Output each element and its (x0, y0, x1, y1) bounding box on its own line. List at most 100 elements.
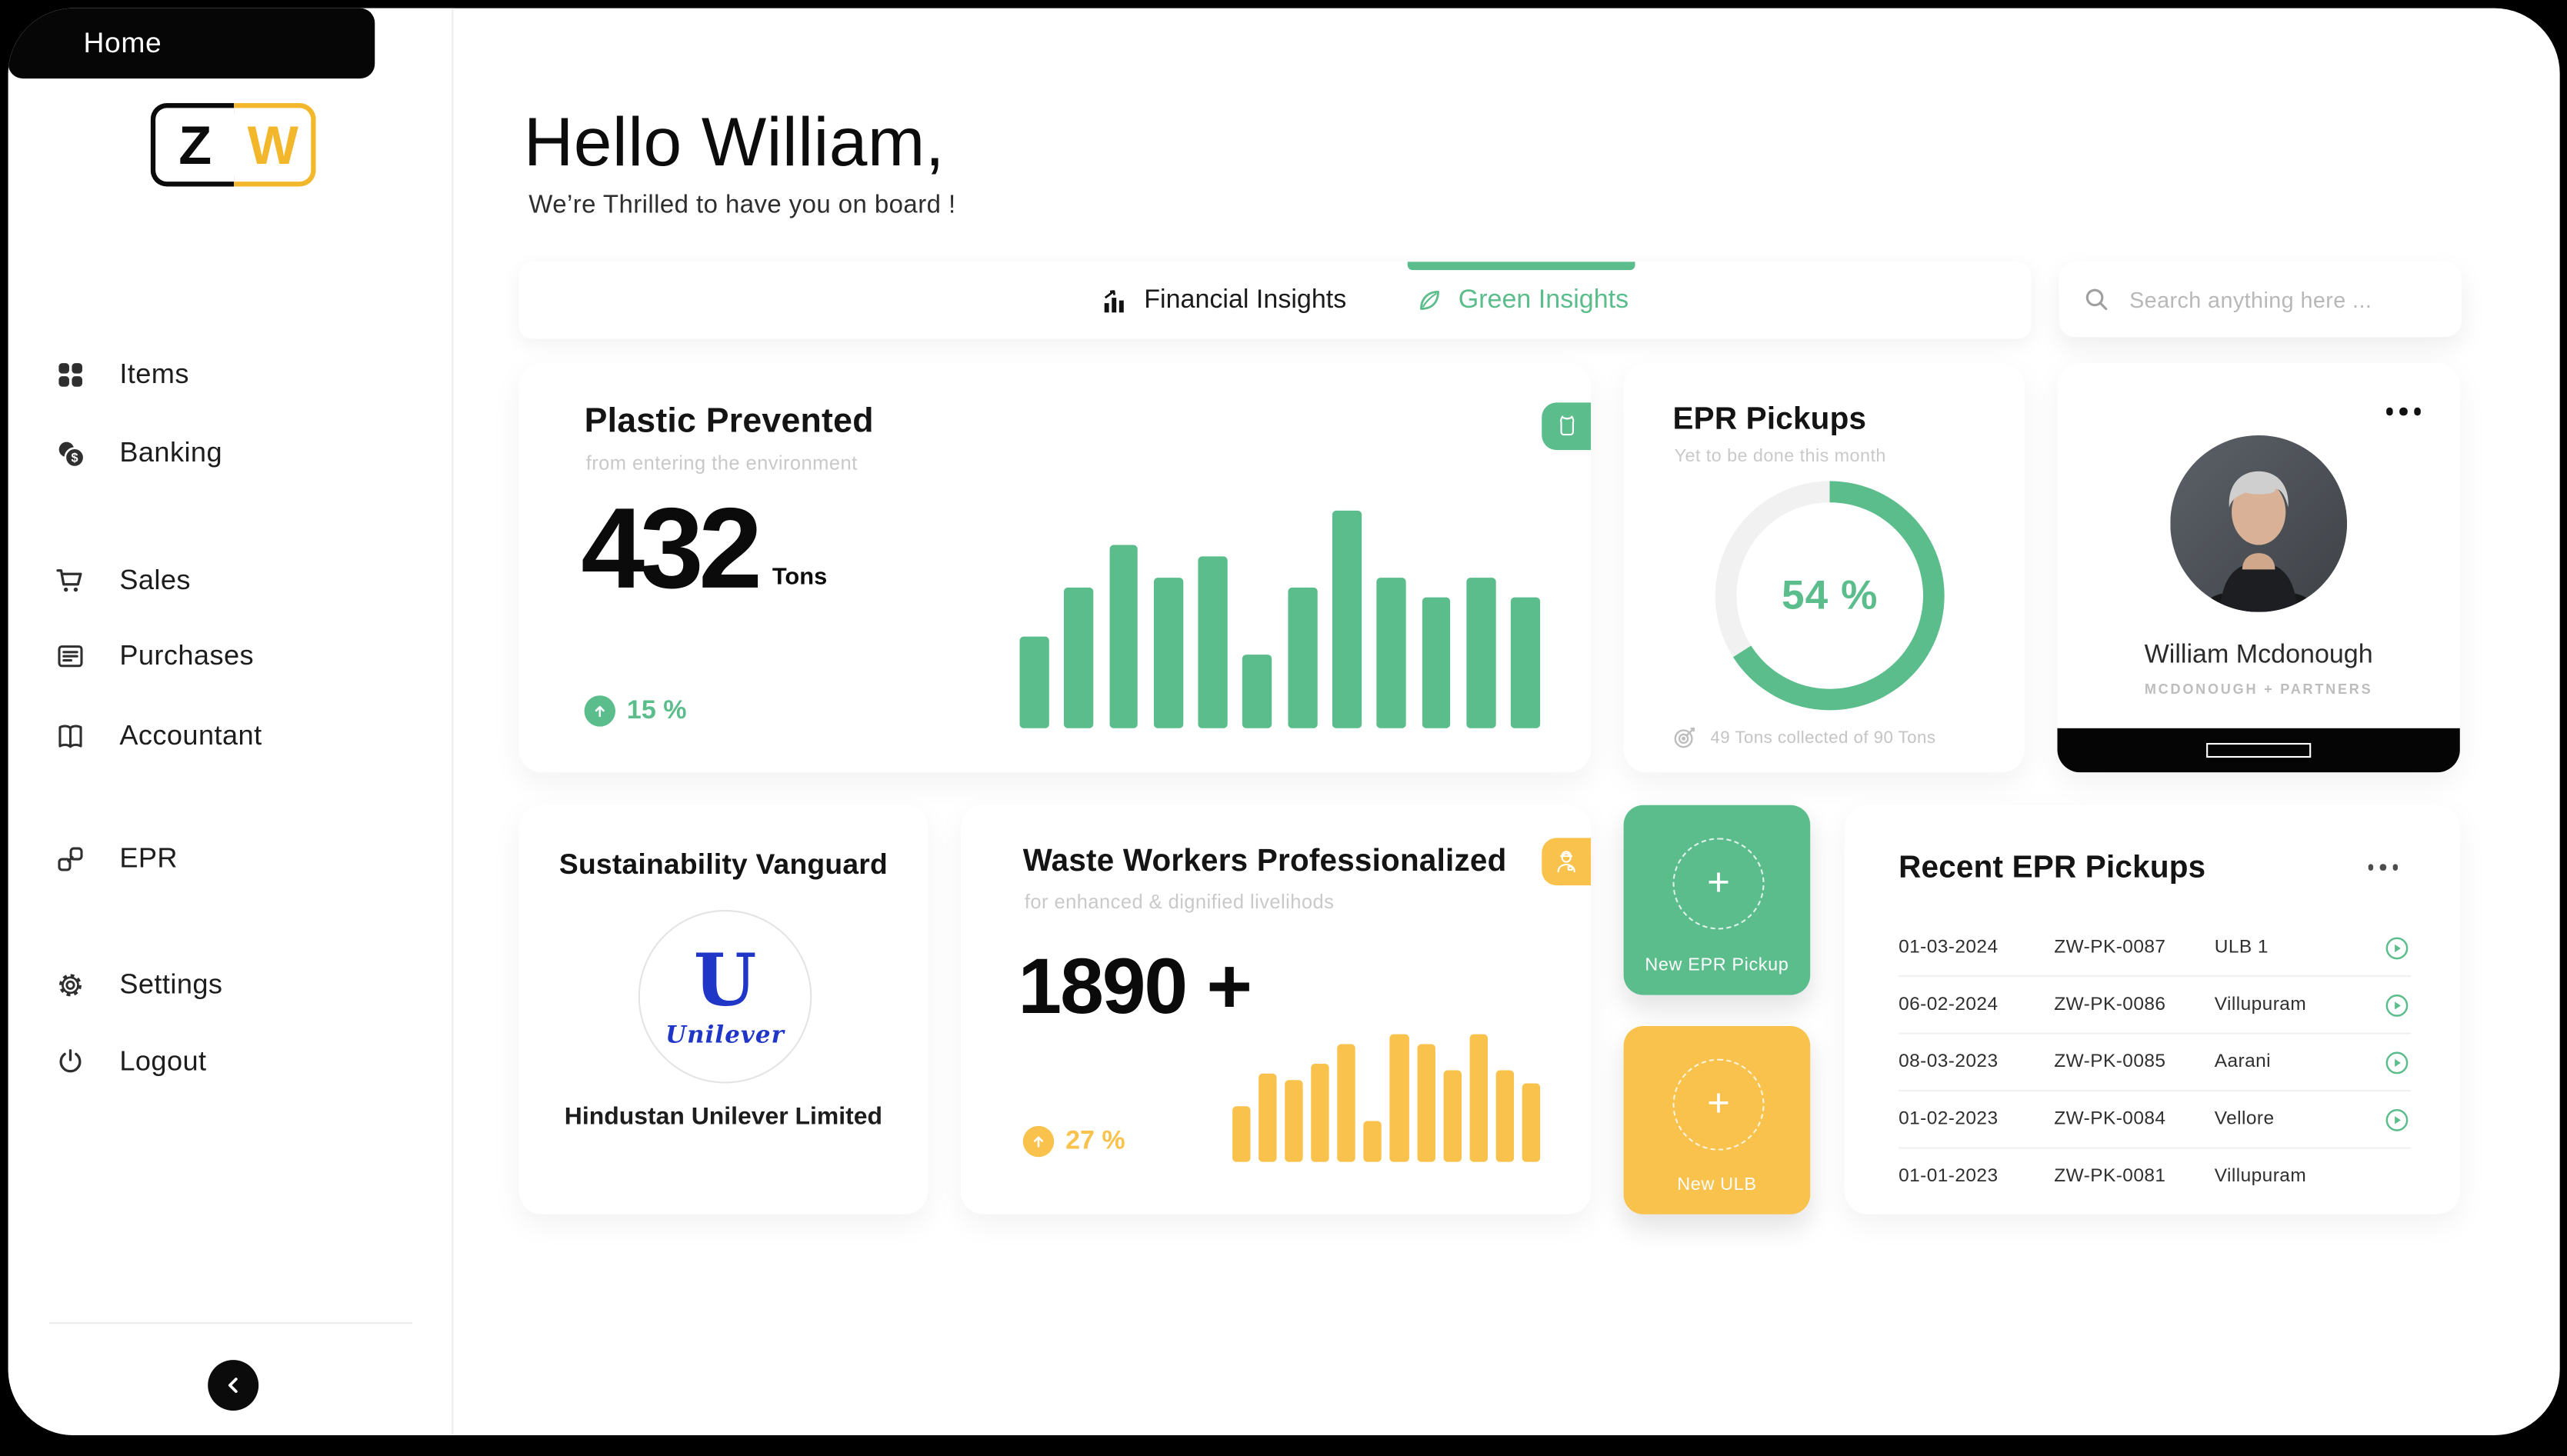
logo-letter-z: Z (150, 103, 234, 187)
bar (1522, 1082, 1540, 1162)
pickup-date: 01-01-2023 (1899, 1167, 1999, 1187)
sidebar-collapse-button[interactable] (208, 1360, 259, 1411)
donut-percent-label: 54 % (1781, 571, 1879, 618)
logo-letter-w: W (233, 103, 316, 187)
pickup-id: ZW-PK-0087 (2054, 938, 2166, 958)
avatar (2170, 435, 2348, 612)
card-title: Waste Workers Professionalized (1022, 844, 1507, 879)
sidebar-item-label: EPR (119, 842, 178, 875)
link-icon (52, 841, 88, 878)
sustainability-vanguard-card: Sustainability Vanguard U Unilever Hindu… (518, 805, 928, 1214)
tab-label: Green Insights (1458, 285, 1629, 314)
play-icon[interactable] (2372, 991, 2411, 1018)
bar (1232, 1107, 1251, 1162)
bar (1511, 598, 1541, 728)
up-arrow-icon (584, 695, 616, 727)
bar (1108, 545, 1138, 728)
plastic-value: 432 Tons (581, 484, 828, 612)
grid-icon (52, 357, 88, 393)
leaf-icon (1415, 286, 1443, 314)
plastic-badge (1542, 402, 1592, 451)
app-window: Z W Home Items $ Banking Sales (8, 8, 2559, 1435)
sidebar-item-label: Items (119, 358, 189, 390)
tab-green-insights[interactable]: Green Insights (1415, 262, 1629, 338)
pickup-date: 01-03-2024 (1899, 938, 1999, 958)
ellipsis-icon[interactable] (2367, 864, 2399, 870)
sidebar-item-settings[interactable]: Settings (49, 958, 416, 1013)
sidebar: Z W Home Items $ Banking Sales (8, 8, 454, 1435)
bar (1153, 578, 1183, 728)
sidebar-item-banking[interactable]: $ Banking (49, 425, 416, 481)
bar (1364, 1121, 1382, 1162)
sidebar-item-label: Sales (119, 565, 191, 596)
plus-icon: + (1672, 1058, 1765, 1151)
sidebar-item-accountant[interactable]: Accountant (49, 708, 416, 764)
pickups-table: 01-03-2024 ZW-PK-0087 ULB 1 06-02-2024 Z… (1899, 920, 2412, 1204)
pickup-location: ULB 1 (2214, 938, 2269, 958)
waste-workers-card: Waste Workers Professionalized for enhan… (960, 805, 1592, 1214)
sidebar-item-sales[interactable]: Sales (49, 553, 416, 608)
pickup-location: Villupuram (2214, 995, 2307, 1015)
profile-bottom-bar[interactable] (2057, 728, 2460, 773)
sidebar-item-purchases[interactable]: Purchases (49, 628, 416, 684)
card-subtitle: for enhanced & dignified livelihods (1024, 890, 1335, 914)
workers-value: 1890 + (1018, 944, 1252, 1031)
bar (1019, 636, 1049, 728)
workers-bar-chart (1232, 1034, 1540, 1162)
sidebar-item-epr[interactable]: EPR (49, 831, 416, 887)
pickup-date: 01-02-2023 (1899, 1109, 1999, 1130)
card-title: EPR Pickups (1672, 402, 1867, 438)
handle-icon (2206, 742, 2312, 758)
svg-text:$: $ (70, 451, 77, 465)
bar (1495, 1070, 1514, 1162)
card-title: Recent EPR Pickups (1899, 851, 2206, 886)
table-row[interactable]: 08-03-2023 ZW-PK-0085 Aarani (1899, 1035, 2412, 1092)
pickup-location: Aarani (2214, 1052, 2272, 1072)
tab-financial-insights[interactable]: Financial Insights (1100, 262, 1346, 338)
sidebar-item-home[interactable]: Home (8, 8, 375, 79)
sidebar-item-label: Banking (119, 437, 223, 468)
pickup-location: Vellore (2214, 1109, 2275, 1130)
bar (1422, 598, 1452, 728)
plastic-bag-icon (1552, 412, 1580, 440)
bar (1332, 510, 1362, 728)
new-ulb-button[interactable]: + New ULB (1623, 1026, 1811, 1214)
search-box (2059, 262, 2462, 338)
unilever-logo: U Unilever (638, 909, 812, 1084)
search-input[interactable] (2125, 285, 2439, 314)
bar (1288, 586, 1317, 728)
active-tab-indicator (1407, 262, 1635, 270)
bar (1064, 586, 1094, 728)
bar (1377, 578, 1407, 728)
profile-org: MCDONOUGH + PARTNERS (2144, 681, 2373, 698)
welcome-subtitle: We’re Thrilled to have you on board ! (528, 191, 956, 220)
pickup-date: 06-02-2024 (1899, 995, 1999, 1015)
profile-card: William Mcdonough MCDONOUGH + PARTNERS (2057, 363, 2460, 773)
sidebar-item-label: Purchases (119, 639, 255, 671)
epr-pickups-card: EPR Pickups Yet to be done this month 54… (1623, 363, 2025, 773)
bar (1466, 578, 1496, 728)
card-subtitle: from entering the environment (585, 451, 858, 475)
play-icon[interactable] (2372, 1048, 2411, 1076)
plus-icon: + (1672, 838, 1765, 930)
pickup-id: ZW-PK-0081 (2054, 1167, 2166, 1187)
zw-logo: Z W (150, 103, 316, 187)
play-icon[interactable] (2372, 934, 2411, 961)
table-row[interactable]: 06-02-2024 ZW-PK-0086 Villupuram (1899, 977, 2412, 1035)
new-epr-pickup-button[interactable]: + New EPR Pickup (1623, 805, 1811, 995)
table-row[interactable]: 01-03-2024 ZW-PK-0087 ULB 1 (1899, 920, 2412, 978)
bar-chart-icon (1100, 285, 1129, 315)
insights-tabbar: Financial Insights Green Insights (518, 262, 2032, 339)
table-row[interactable]: 01-02-2023 ZW-PK-0084 Vellore (1899, 1091, 2412, 1149)
epr-donut-chart: 54 % (1715, 481, 1945, 711)
bar (1198, 556, 1228, 728)
plastic-prevented-card: Plastic Prevented from entering the envi… (518, 363, 1592, 773)
sidebar-item-items[interactable]: Items (49, 347, 416, 402)
worker-icon (1552, 847, 1581, 876)
table-row[interactable]: 01-01-2023 ZW-PK-0081 Villupuram (1899, 1149, 2411, 1204)
ellipsis-icon[interactable] (2385, 407, 2421, 415)
sidebar-item-logout[interactable]: Logout (49, 1035, 416, 1090)
play-icon[interactable] (2372, 1105, 2411, 1133)
bar (1337, 1044, 1356, 1162)
